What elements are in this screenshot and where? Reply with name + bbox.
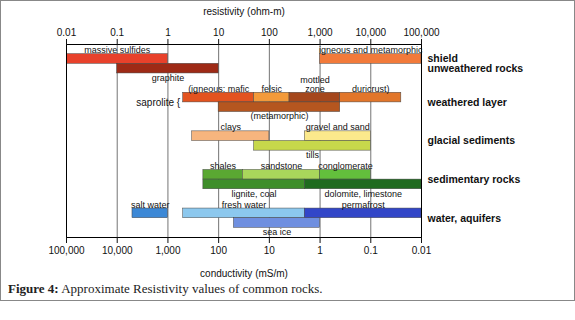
svg-text:1: 1 (317, 245, 323, 256)
svg-text:tills: tills (306, 150, 319, 160)
svg-text:0.1: 0.1 (110, 27, 124, 38)
html-text:Figure 4: Approximate Resistiv: Figure 4: Approximate Resistivity values… (8, 281, 323, 296)
svg-text:glacial sediments: glacial sediments (428, 134, 516, 146)
svg-text:lignite, coal: lignite, coal (232, 189, 277, 199)
svg-text:weathered layer: weathered layer (427, 96, 507, 108)
svg-text:gravel and sand: gravel and sand (306, 122, 370, 132)
svg-text:sandstone: sandstone (261, 161, 303, 171)
svg-text:1,000: 1,000 (155, 245, 180, 256)
svg-text:permafrost: permafrost (342, 200, 386, 210)
svg-text:100: 100 (261, 27, 278, 38)
svg-text:felsic: felsic (262, 84, 283, 94)
svg-text:conductivity (mS/m): conductivity (mS/m) (200, 268, 288, 279)
svg-text:dolomite, limestone: dolomite, limestone (324, 189, 402, 199)
svg-text:100: 100 (210, 245, 227, 256)
svg-text:saprolite {: saprolite { (136, 97, 181, 108)
svg-text:resistivity (ohm-m): resistivity (ohm-m) (203, 6, 285, 17)
svg-text:10: 10 (264, 245, 276, 256)
svg-text:0.01: 0.01 (57, 27, 77, 38)
svg-text:fresh water: fresh water (222, 200, 267, 210)
svg-text:10: 10 (213, 27, 225, 38)
svg-text:water, aquifers: water, aquifers (427, 212, 502, 224)
svg-text:sedimentary rocks: sedimentary rocks (428, 173, 521, 185)
svg-text:100,000: 100,000 (403, 27, 440, 38)
svg-text:10,000: 10,000 (102, 245, 133, 256)
svg-text:shieldunweathered rocks: shieldunweathered rocks (428, 52, 524, 74)
svg-text:1,000: 1,000 (308, 27, 333, 38)
svg-text:sea ice: sea ice (263, 227, 292, 237)
svg-text:1: 1 (165, 27, 171, 38)
svg-text:clays: clays (220, 122, 241, 132)
svg-text:(metamorphic): (metamorphic) (250, 111, 308, 121)
svg-text:0.1: 0.1 (364, 245, 378, 256)
svg-text:10,000: 10,000 (355, 27, 386, 38)
svg-text:duricrust): duricrust) (352, 84, 390, 94)
svg-text:igneous and metamorphic: igneous and metamorphic (319, 45, 423, 55)
svg-text:(igneous: mafic: (igneous: mafic (188, 84, 250, 94)
svg-text:0.01: 0.01 (412, 245, 432, 256)
svg-text:salt water: salt water (131, 200, 170, 210)
svg-text:mottledzone: mottledzone (300, 75, 330, 94)
svg-text:shales: shales (210, 161, 237, 171)
svg-text:massive sulfides: massive sulfides (84, 45, 151, 55)
svg-text:graphite: graphite (152, 73, 185, 83)
svg-text:100,000: 100,000 (48, 245, 85, 256)
svg-text:conglomerate: conglomerate (318, 161, 373, 171)
